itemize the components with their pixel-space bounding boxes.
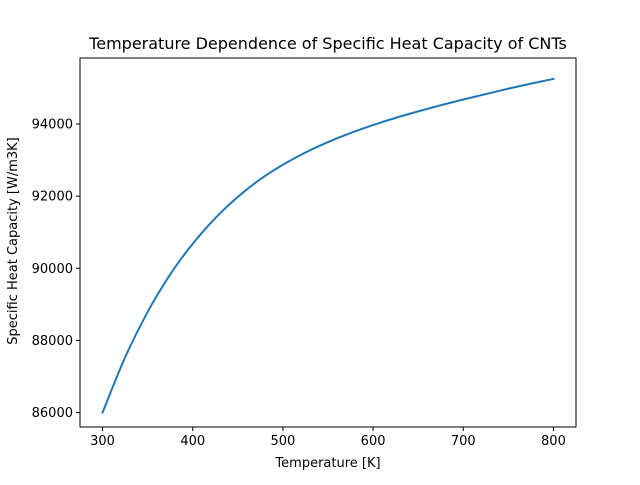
- plot-area-frame: [79, 57, 577, 428]
- x-tick-label: 300: [90, 434, 115, 449]
- y-tick-label: 90000: [32, 262, 73, 277]
- y-tick-label: 86000: [32, 406, 73, 421]
- y-tick-label: 88000: [32, 334, 73, 349]
- series-line: [101, 77, 555, 414]
- y-tick-label: 94000: [32, 118, 73, 133]
- y-axis-label: Specific Heat Capacity [W/m3K]: [6, 137, 21, 344]
- x-tick-label: 800: [541, 434, 566, 449]
- y-tick-label: 92000: [32, 190, 73, 205]
- x-tick-label: 700: [451, 434, 476, 449]
- x-axis-label: Temperature [K]: [274, 456, 380, 471]
- x-tick-label: 500: [270, 434, 295, 449]
- x-tick-label: 400: [180, 434, 205, 449]
- x-tick-label: 600: [361, 434, 386, 449]
- chart-title: Temperature Dependence of Specific Heat …: [88, 34, 567, 53]
